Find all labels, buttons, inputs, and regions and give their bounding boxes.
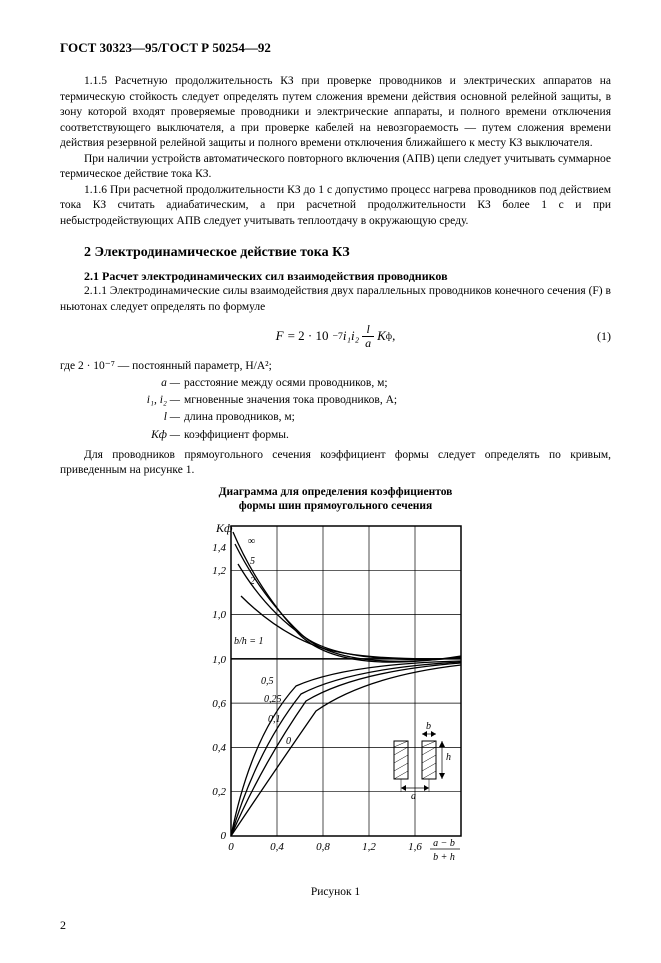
chart-svg: h b a ∞ 5 2 b/h = 1 bbox=[186, 516, 486, 876]
para-1-1-5: 1.1.5 Расчетную продолжительность КЗ при… bbox=[60, 74, 611, 152]
curve-label: 0 bbox=[286, 736, 291, 747]
x-tick: 0,8 bbox=[316, 841, 330, 853]
formula-comma: , bbox=[392, 328, 395, 344]
where-line: i₁, i₂ —мгновенные значения тока проводн… bbox=[60, 392, 611, 409]
curve-label: 0,25 bbox=[264, 694, 282, 705]
y-tick: 0,6 bbox=[212, 698, 226, 710]
inset-h-label: h bbox=[446, 752, 451, 763]
inset-a-label: a bbox=[411, 791, 416, 802]
doc-header: ГОСТ 30323—95/ГОСТ Р 50254—92 bbox=[60, 40, 611, 56]
where-line: Kф —коэффициент формы. bbox=[60, 427, 611, 444]
formula-lhs: F bbox=[276, 328, 284, 344]
curve-label: ∞ bbox=[248, 536, 255, 547]
where-desc: длина проводников, м; bbox=[184, 409, 611, 426]
formula-mid: i₁i₂ bbox=[343, 328, 359, 344]
para-1-1-5b: При наличии устройств автоматического по… bbox=[60, 152, 611, 183]
where-intro: где 2 · 10⁻⁷ — постоянный параметр, Н/А²… bbox=[60, 359, 611, 375]
formula-1: F = 2 · 10−7 i₁i₂ l a Kф, (1) bbox=[60, 323, 611, 349]
x-tick: 0,4 bbox=[270, 841, 284, 853]
where-sym: l — bbox=[60, 409, 184, 426]
curve-label: 0,5 bbox=[261, 676, 274, 687]
chart: h b a ∞ 5 2 b/h = 1 bbox=[60, 516, 611, 876]
where-desc: мгновенные значения тока проводников, А; bbox=[184, 392, 611, 409]
chart-title: Диаграмма для определения коэффициентов … bbox=[60, 485, 611, 514]
y-tick: 0 bbox=[220, 830, 226, 842]
figure-caption: Рисунок 1 bbox=[60, 886, 611, 898]
formula-eq: = 2 · 10 bbox=[288, 328, 329, 344]
subsection-2-1-title: 2.1 Расчет электродинамических сил взаим… bbox=[60, 269, 611, 284]
where-line: l —длина проводников, м; bbox=[60, 409, 611, 426]
where-desc: расстояние между осями проводников, м; bbox=[184, 375, 611, 392]
formula-tail: K bbox=[377, 328, 386, 344]
y-tick: 1,4 bbox=[212, 542, 226, 554]
para-1-1-6: 1.1.6 При расчетной продолжительности КЗ… bbox=[60, 183, 611, 230]
inset-b-label: b bbox=[426, 721, 431, 732]
curve-label: b/h = 1 bbox=[234, 636, 264, 647]
x-label-den: b + h bbox=[433, 852, 455, 863]
y-tick: 1,2 bbox=[212, 565, 226, 577]
curve-label: 2 bbox=[250, 576, 255, 587]
y-axis-label: Kф bbox=[215, 521, 233, 535]
formula-frac-num: l bbox=[362, 323, 374, 337]
y-tick: 0,4 bbox=[212, 742, 226, 754]
curve-label: 0,1 bbox=[268, 714, 281, 725]
para-after-where: Для проводников прямоугольного сечения к… bbox=[60, 448, 611, 479]
where-sym: i₁, i₂ — bbox=[60, 392, 184, 409]
page: ГОСТ 30323—95/ГОСТ Р 50254—92 1.1.5 Расч… bbox=[0, 0, 661, 963]
plot-area: h b a ∞ 5 2 b/h = 1 bbox=[231, 526, 461, 836]
formula-frac-den: a bbox=[362, 337, 374, 350]
para-2-1-1: 2.1.1 Электродинамические силы взаимодей… bbox=[60, 284, 611, 315]
x-tick: 0 bbox=[228, 841, 234, 853]
y-tick: 1,0 bbox=[212, 654, 226, 666]
where-desc: коэффициент формы. bbox=[184, 427, 611, 444]
formula-exp: −7 bbox=[332, 331, 342, 342]
where-sym: Kф — bbox=[60, 427, 184, 444]
where-sym: a — bbox=[60, 375, 184, 392]
formula-frac: l a bbox=[362, 323, 374, 349]
section-2-title: 2 Электродинамическое действие тока КЗ bbox=[60, 245, 611, 261]
page-number: 2 bbox=[60, 918, 611, 933]
x-tick: 1,2 bbox=[362, 841, 376, 853]
equation-number: (1) bbox=[597, 329, 611, 344]
where-list: a —расстояние между осями проводников, м… bbox=[60, 375, 611, 444]
where-line: a —расстояние между осями проводников, м… bbox=[60, 375, 611, 392]
y-tick: 0,2 bbox=[212, 786, 226, 798]
curve-label: 5 bbox=[250, 556, 255, 567]
x-label-num: a − b bbox=[433, 838, 455, 849]
x-tick: 1,6 bbox=[408, 841, 422, 853]
y-tick: 1,0 bbox=[212, 609, 226, 621]
